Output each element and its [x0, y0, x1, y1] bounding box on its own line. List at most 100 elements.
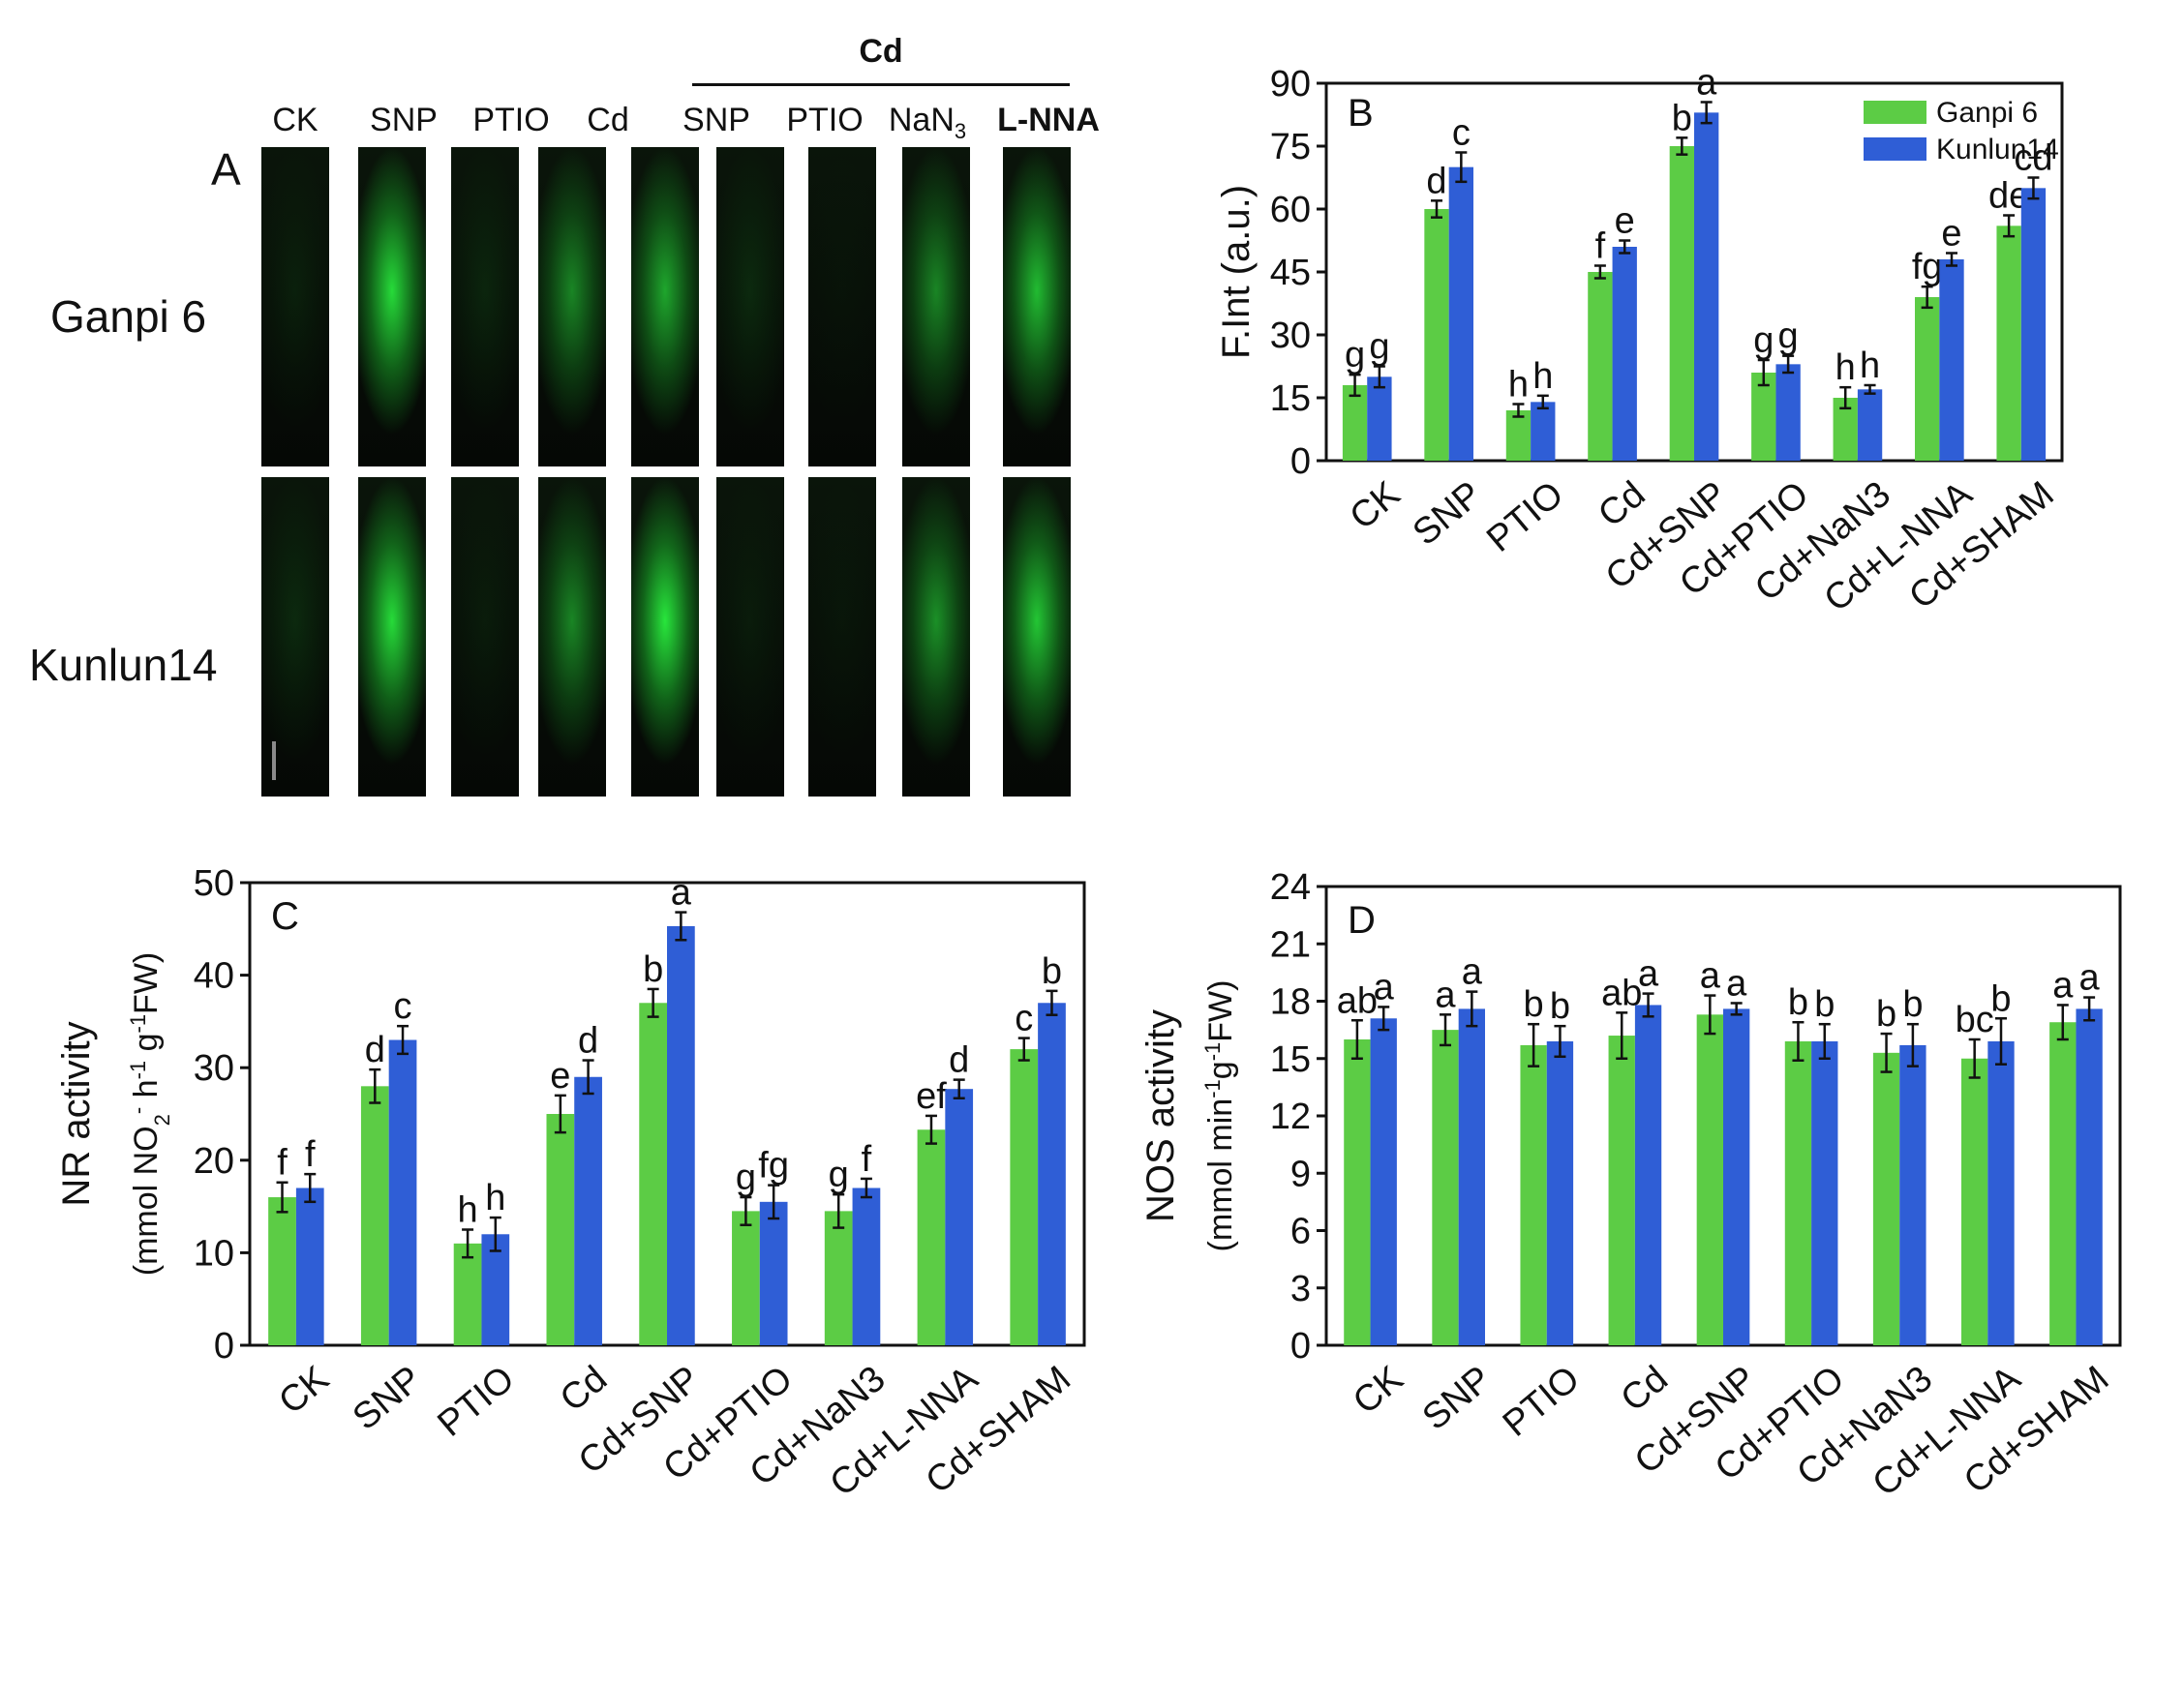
- y-axis-label: NOS activity: [1139, 1009, 1182, 1222]
- unit-part: -1: [1200, 1042, 1225, 1062]
- bar-kunlun: [295, 1188, 324, 1345]
- y-tick-label: 75: [1270, 127, 1311, 167]
- significance-letter: a: [1700, 956, 1721, 997]
- y-axis-unit: (mmol NO2- h-1 g-1FW): [126, 952, 174, 1277]
- bar-ganpi: [824, 1211, 853, 1345]
- micrograph-kunlun-7: [902, 477, 970, 797]
- bar-kunlun: [1531, 402, 1556, 461]
- x-tick-group: CK: [1346, 1359, 1410, 1423]
- y-axis-unit-group: (mmol min-1g-1FW): [1200, 980, 1240, 1252]
- nan-text: NaN: [888, 102, 955, 138]
- significance-letter: d: [949, 1040, 969, 1081]
- y-tick-label: 24: [1270, 867, 1311, 908]
- x-tick-group: SNP: [1406, 474, 1490, 554]
- micrograph-ganpi-5: [716, 147, 784, 466]
- column-label-snp: SNP: [370, 102, 438, 138]
- bar-kunlun: [1634, 1005, 1662, 1345]
- significance-letter: a: [1726, 963, 1747, 1004]
- cd-group-line: [692, 83, 1070, 86]
- y-tick-label: 18: [1270, 982, 1311, 1023]
- bar-kunlun: [945, 1089, 974, 1345]
- y-tick-label: 0: [1290, 1326, 1311, 1367]
- bar-ganpi: [1505, 410, 1532, 461]
- x-tick-label: SNP: [346, 1359, 430, 1438]
- panel-a-micrographs: A Cd CK SNP PTIO Cd SNP PTIO NaN3 L-NNA …: [0, 0, 1142, 813]
- significance-letter: e: [1615, 201, 1635, 242]
- unit-part: -1: [126, 1014, 150, 1034]
- bar-ganpi: [1608, 1036, 1635, 1345]
- bar-kunlun: [1857, 389, 1883, 461]
- y-tick-label: 40: [194, 956, 234, 997]
- x-tick-label: CK: [1346, 1359, 1410, 1423]
- bar-ganpi: [453, 1243, 482, 1345]
- significance-letter: b: [1788, 982, 1808, 1023]
- bar-kunlun: [1458, 1008, 1485, 1345]
- panel-a-label: A: [211, 144, 241, 195]
- unit-part: g: [1202, 1061, 1239, 1079]
- x-tick-label: Cd: [553, 1359, 615, 1420]
- micrograph-ganpi-7: [902, 147, 970, 466]
- significance-letter: b: [1042, 951, 1062, 992]
- unit-part: -1: [1200, 1079, 1225, 1098]
- bar-kunlun: [2020, 188, 2047, 462]
- unit-part: -: [126, 1107, 150, 1114]
- column-label-cd-nan3: NaN3: [889, 102, 966, 144]
- y-axis-label: NR activity: [55, 1021, 98, 1206]
- y-axis-label-group: NOS activity: [1139, 1009, 1182, 1222]
- micrograph-kunlun-3: [538, 477, 606, 797]
- bar-ganpi: [732, 1211, 760, 1345]
- bar-ganpi: [360, 1086, 389, 1345]
- column-label-cd: Cd: [587, 102, 629, 138]
- panel-b-chart: 0153045607590gdhfbghfgdegcheaghecdCKSNPP…: [1215, 63, 2064, 620]
- significance-letter: h: [485, 1178, 505, 1218]
- significance-letter: g: [829, 1155, 849, 1195]
- y-tick-label: 20: [194, 1141, 234, 1182]
- y-axis-label: F.Int (a.u.): [1215, 185, 1258, 359]
- bar-kunlun: [574, 1076, 602, 1345]
- bar-kunlun: [1987, 1040, 2015, 1345]
- significance-letter: a: [1374, 967, 1395, 1007]
- significance-letter: b: [1876, 994, 1896, 1035]
- significance-letter: g: [736, 1158, 756, 1198]
- y-tick-label: 3: [1290, 1269, 1311, 1309]
- x-tick-label: Cd: [1591, 474, 1653, 535]
- x-tick-label: PTIO: [430, 1359, 522, 1445]
- y-axis-label-group: F.Int (a.u.): [1215, 185, 1258, 359]
- column-label-cd-ptio: PTIO: [786, 102, 864, 138]
- bar-ganpi: [1432, 1030, 1459, 1345]
- significance-letter: f: [1595, 226, 1606, 267]
- x-tick-group: CK: [271, 1359, 336, 1423]
- bar-ganpi: [1342, 385, 1368, 461]
- bar-ganpi: [546, 1114, 575, 1345]
- bar-kunlun: [1612, 247, 1637, 461]
- significance-letter: h: [1508, 365, 1529, 406]
- column-label-cd-lnna: L-NNA: [997, 102, 1100, 138]
- significance-letter: d: [578, 1021, 598, 1062]
- cd-group-label: Cd: [859, 33, 903, 70]
- bar-kunlun: [1775, 364, 1801, 461]
- bar-kunlun: [2076, 1008, 2103, 1345]
- y-tick-label: 45: [1270, 253, 1311, 293]
- micrograph-ganpi-0: [261, 147, 329, 466]
- significance-letter: f: [305, 1134, 316, 1175]
- significance-letter: a: [1696, 63, 1717, 104]
- x-tick-group: SNP: [346, 1359, 430, 1438]
- legend-label-ganpi: Ganpi 6: [1936, 97, 2038, 129]
- bar-ganpi: [1915, 297, 1940, 461]
- bar-kunlun: [388, 1039, 417, 1345]
- significance-letter: fg: [1912, 247, 1943, 287]
- significance-letter: g: [1345, 335, 1365, 376]
- y-tick-label: 15: [1270, 378, 1311, 419]
- x-tick-label: Cd: [1614, 1359, 1676, 1420]
- legend-label-kunlun: Kunlun14: [1936, 134, 2059, 165]
- significance-letter: f: [862, 1139, 872, 1180]
- x-tick-group: SNP: [1415, 1359, 1500, 1438]
- y-tick-label: 50: [194, 863, 234, 904]
- y-tick-label: 10: [194, 1233, 234, 1274]
- unit-part: 2: [150, 1114, 174, 1126]
- panel-c-label: C: [271, 895, 299, 938]
- bar-ganpi: [1520, 1044, 1547, 1345]
- panel-b-label: B: [1348, 92, 1374, 135]
- x-tick-label: CK: [271, 1359, 336, 1423]
